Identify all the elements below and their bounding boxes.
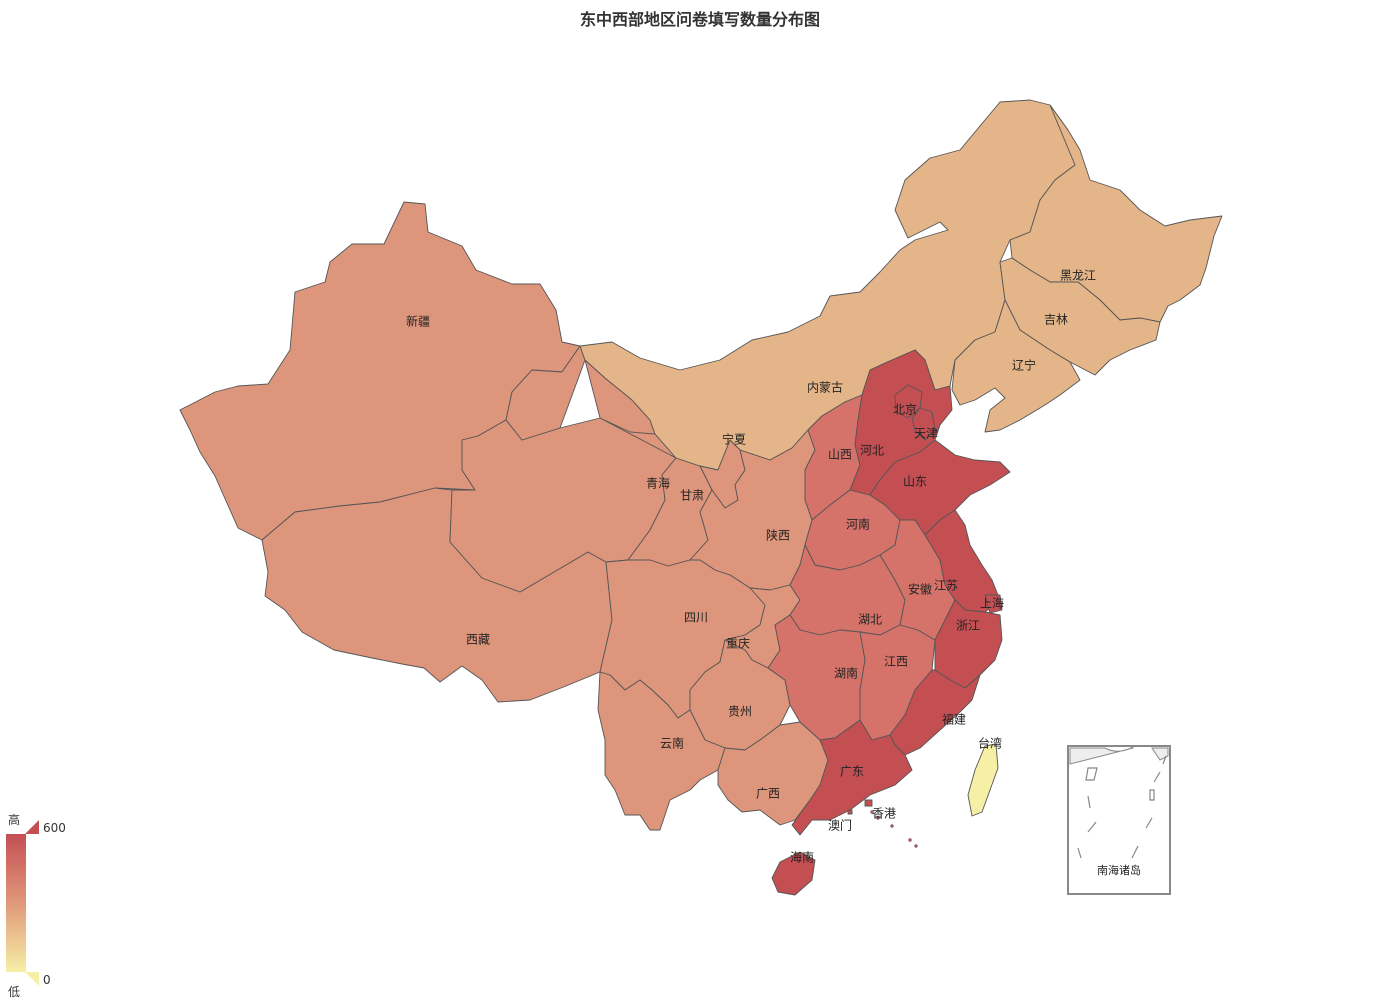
legend-high-text: 高 <box>8 813 21 827</box>
province-label-aomen: 澳门 <box>828 818 852 833</box>
province-label-taiwan: 台湾 <box>978 736 1002 751</box>
province-label-anhui: 安徽 <box>908 582 932 597</box>
province-label-qinghai: 青海 <box>646 476 670 491</box>
inset-label: 南海诸岛 <box>1097 863 1141 877</box>
province-label-xianggang: 香港 <box>872 807 896 821</box>
legend-low-text: 低 <box>8 985 21 999</box>
province-label-xizang: 西藏 <box>466 633 490 647</box>
province-label-jiangxi: 江西 <box>884 655 908 669</box>
province-label-shanxi: 山西 <box>828 448 852 462</box>
province-label-liaoning: 辽宁 <box>1012 358 1036 373</box>
visual-map-legend[interactable]: 高 600 0 低 <box>0 0 80 1000</box>
coastal-island-3 <box>914 844 918 848</box>
province-label-ningxia: 宁夏 <box>722 432 746 447</box>
province-jiangsu[interactable] <box>924 509 1001 613</box>
province-label-hunan: 湖南 <box>834 666 858 681</box>
province-heilongjiang[interactable] <box>1009 104 1223 323</box>
province-label-neimenggu: 内蒙古 <box>807 380 843 395</box>
legend-gradient-bar[interactable] <box>6 834 26 972</box>
south-china-sea-inset: 南海诸岛 <box>1067 745 1171 895</box>
province-label-guizhou: 贵州 <box>728 705 752 719</box>
province-label-shanghai: 上海 <box>980 596 1004 611</box>
province-fujian[interactable] <box>889 669 981 756</box>
province-label-tianjin: 天津 <box>914 427 938 441</box>
legend-max-label: 600 <box>43 821 66 835</box>
province-shandong[interactable] <box>869 439 1011 536</box>
coastal-island-4 <box>890 824 894 828</box>
province-label-zhejiang: 浙江 <box>956 619 980 633</box>
province-yunnan[interactable] <box>597 671 726 831</box>
province-xianggang[interactable] <box>864 799 873 807</box>
province-label-sichuan: 四川 <box>684 611 708 625</box>
province-label-heilongjiang: 黑龙江 <box>1060 269 1096 283</box>
province-label-yunnan: 云南 <box>660 736 684 751</box>
province-label-xinjiang: 新疆 <box>406 314 430 329</box>
province-guangdong[interactable] <box>791 719 913 836</box>
map-title: 东中西部地区问卷填写数量分布图 <box>579 10 820 29</box>
province-label-hubei: 湖北 <box>858 612 882 627</box>
province-label-shaanxi: 陕西 <box>766 528 790 543</box>
province-label-fujian: 福建 <box>942 712 966 727</box>
province-label-guangdong: 广东 <box>840 765 864 779</box>
province-xizang[interactable] <box>261 487 613 703</box>
coastal-island-0 <box>870 810 874 814</box>
province-label-jilin: 吉林 <box>1044 313 1068 327</box>
province-liaoning[interactable] <box>951 299 1081 433</box>
province-label-gansu: 甘肃 <box>680 489 704 503</box>
legend-min-label: 0 <box>43 973 51 987</box>
province-aomen[interactable] <box>847 809 853 815</box>
province-label-beijing: 北京 <box>893 403 917 417</box>
legend-handle-bottom[interactable] <box>25 972 39 986</box>
province-taiwan[interactable] <box>967 743 999 817</box>
coastal-island-2 <box>908 838 912 842</box>
coastal-island-1 <box>876 816 880 820</box>
province-shanghai[interactable] <box>984 594 1003 614</box>
province-hainan[interactable] <box>771 851 816 896</box>
province-label-chongqing: 重庆 <box>726 637 750 651</box>
legend-handle-top[interactable] <box>25 820 39 834</box>
province-label-jiangsu: 江苏 <box>934 579 958 593</box>
province-label-hebei: 河北 <box>860 444 884 458</box>
province-label-hainan: 海南 <box>790 850 814 865</box>
province-label-henan: 河南 <box>846 517 870 532</box>
province-label-guangxi: 广西 <box>756 787 780 801</box>
province-tianjin[interactable] <box>911 407 936 441</box>
province-label-shandong: 山东 <box>903 475 927 489</box>
